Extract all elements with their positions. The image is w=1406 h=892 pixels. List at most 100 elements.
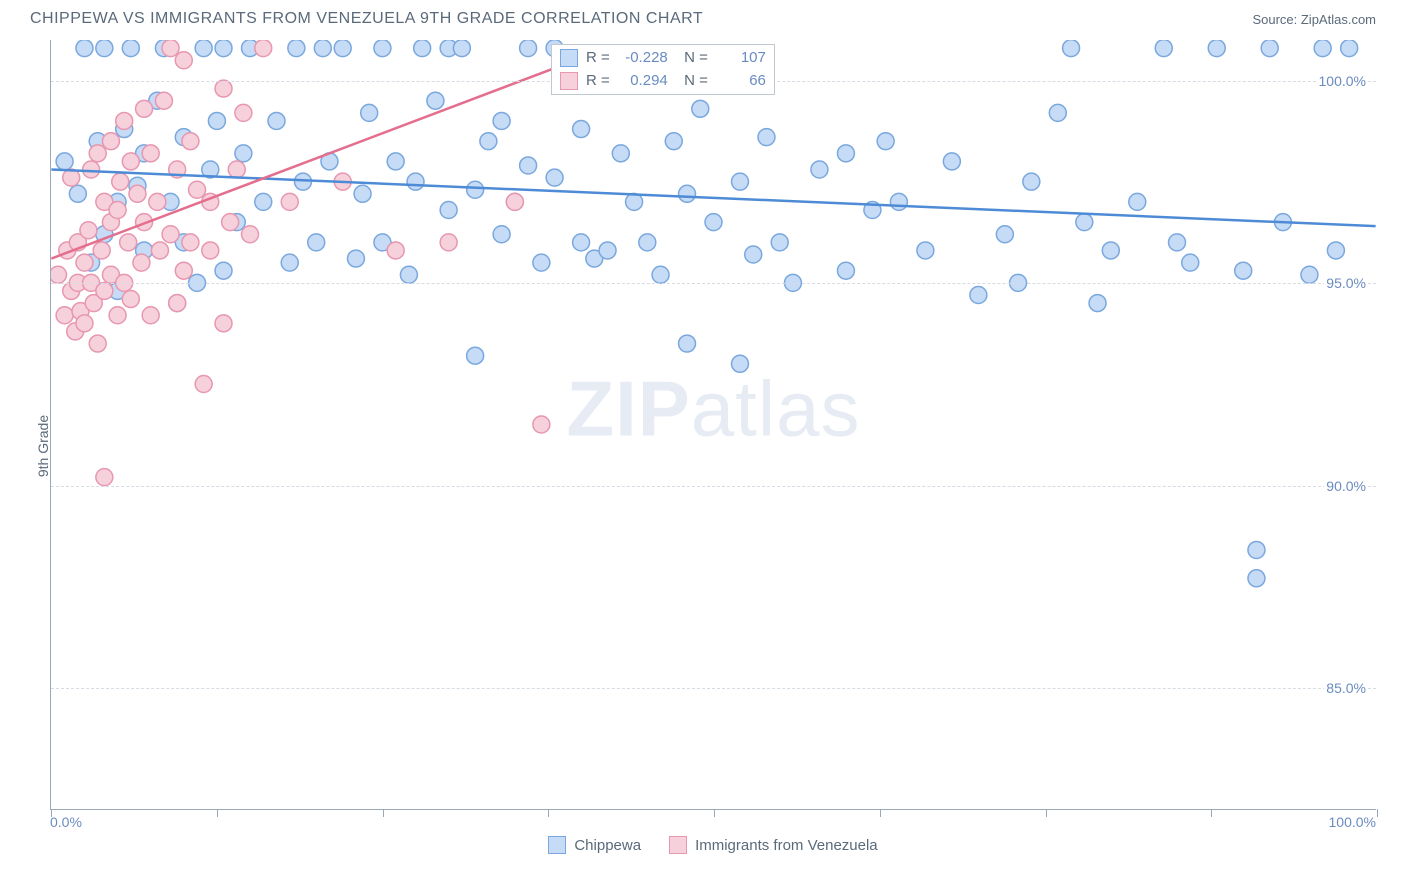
data-point <box>1208 40 1225 57</box>
legend-r-value: 0.294 <box>618 70 668 93</box>
data-point <box>155 92 172 109</box>
data-point <box>76 254 93 271</box>
data-point <box>1314 40 1331 57</box>
correlation-legend-row: R =0.294 N =66 <box>560 70 766 93</box>
data-point <box>142 307 159 324</box>
data-point <box>1089 295 1106 312</box>
data-point <box>533 416 550 433</box>
data-point <box>467 347 484 364</box>
data-point <box>202 242 219 259</box>
data-point <box>440 202 457 219</box>
data-point <box>122 153 139 170</box>
gridline <box>51 486 1376 487</box>
data-point <box>102 133 119 150</box>
legend-n-label: N = <box>676 70 708 93</box>
data-point <box>1169 234 1186 251</box>
data-point <box>76 40 93 57</box>
y-tick-label: 85.0% <box>1324 680 1368 696</box>
series-legend: Chippewa Immigrants from Venezuela <box>50 836 1376 854</box>
data-point <box>679 335 696 352</box>
y-tick-label: 95.0% <box>1324 275 1368 291</box>
data-point <box>387 153 404 170</box>
data-point <box>288 40 305 57</box>
data-point <box>189 181 206 198</box>
data-point <box>996 226 1013 243</box>
data-point <box>281 193 298 210</box>
data-point <box>109 202 126 219</box>
data-point <box>1023 173 1040 190</box>
data-point <box>255 40 272 57</box>
data-point <box>347 250 364 267</box>
y-tick-label: 90.0% <box>1324 478 1368 494</box>
data-point <box>361 104 378 121</box>
data-point <box>235 104 252 121</box>
data-point <box>400 266 417 283</box>
data-point <box>440 234 457 251</box>
data-point <box>837 262 854 279</box>
data-point <box>917 242 934 259</box>
data-point <box>533 254 550 271</box>
data-point <box>705 214 722 231</box>
data-point <box>96 282 113 299</box>
data-point <box>215 40 232 57</box>
x-axis-max-label: 100.0% <box>1329 814 1376 830</box>
data-point <box>56 307 73 324</box>
data-point <box>122 40 139 57</box>
data-point <box>745 246 762 263</box>
data-point <box>1327 242 1344 259</box>
data-point <box>51 266 66 283</box>
gridline <box>51 688 1376 689</box>
data-point <box>467 181 484 198</box>
y-axis-title: 9th Grade <box>35 415 51 477</box>
data-point <box>169 295 186 312</box>
data-point <box>354 185 371 202</box>
data-point <box>76 315 93 332</box>
data-point <box>612 145 629 162</box>
data-point <box>334 40 351 57</box>
legend-n-label: N = <box>676 47 708 70</box>
data-point <box>453 40 470 57</box>
data-point <box>387 242 404 259</box>
data-point <box>162 226 179 243</box>
series-legend-item: Chippewa <box>548 836 641 854</box>
scatter-plot-svg <box>51 40 1376 809</box>
data-point <box>215 315 232 332</box>
data-point <box>665 133 682 150</box>
data-point <box>89 335 106 352</box>
data-point <box>1102 242 1119 259</box>
data-point <box>175 52 192 69</box>
data-point <box>414 40 431 57</box>
x-tick <box>1377 809 1378 817</box>
data-point <box>195 40 212 57</box>
gridline <box>51 283 1376 284</box>
data-point <box>520 157 537 174</box>
data-point <box>943 153 960 170</box>
data-point <box>162 40 179 57</box>
legend-swatch <box>669 836 687 854</box>
data-point <box>837 145 854 162</box>
y-tick-label: 100.0% <box>1317 73 1368 89</box>
data-point <box>1261 40 1278 57</box>
data-point <box>1341 40 1358 57</box>
data-point <box>83 161 100 178</box>
data-point <box>281 254 298 271</box>
data-point <box>639 234 656 251</box>
data-point <box>1182 254 1199 271</box>
series-legend-item: Immigrants from Venezuela <box>669 836 878 854</box>
correlation-legend-row: R =-0.228 N =107 <box>560 47 766 70</box>
data-point <box>546 169 563 186</box>
data-point <box>215 80 232 97</box>
data-point <box>235 145 252 162</box>
data-point <box>877 133 894 150</box>
chart-plot-area: ZIPatlas 100.0%95.0%90.0%85.0% R =-0.228… <box>50 40 1376 810</box>
data-point <box>142 145 159 162</box>
legend-r-label: R = <box>586 47 610 70</box>
data-point <box>771 234 788 251</box>
x-axis-min-label: 0.0% <box>50 814 82 830</box>
legend-r-value: -0.228 <box>618 47 668 70</box>
legend-swatch <box>560 72 578 90</box>
data-point <box>93 242 110 259</box>
data-point <box>1248 541 1265 558</box>
data-point <box>96 40 113 57</box>
data-point <box>151 242 168 259</box>
